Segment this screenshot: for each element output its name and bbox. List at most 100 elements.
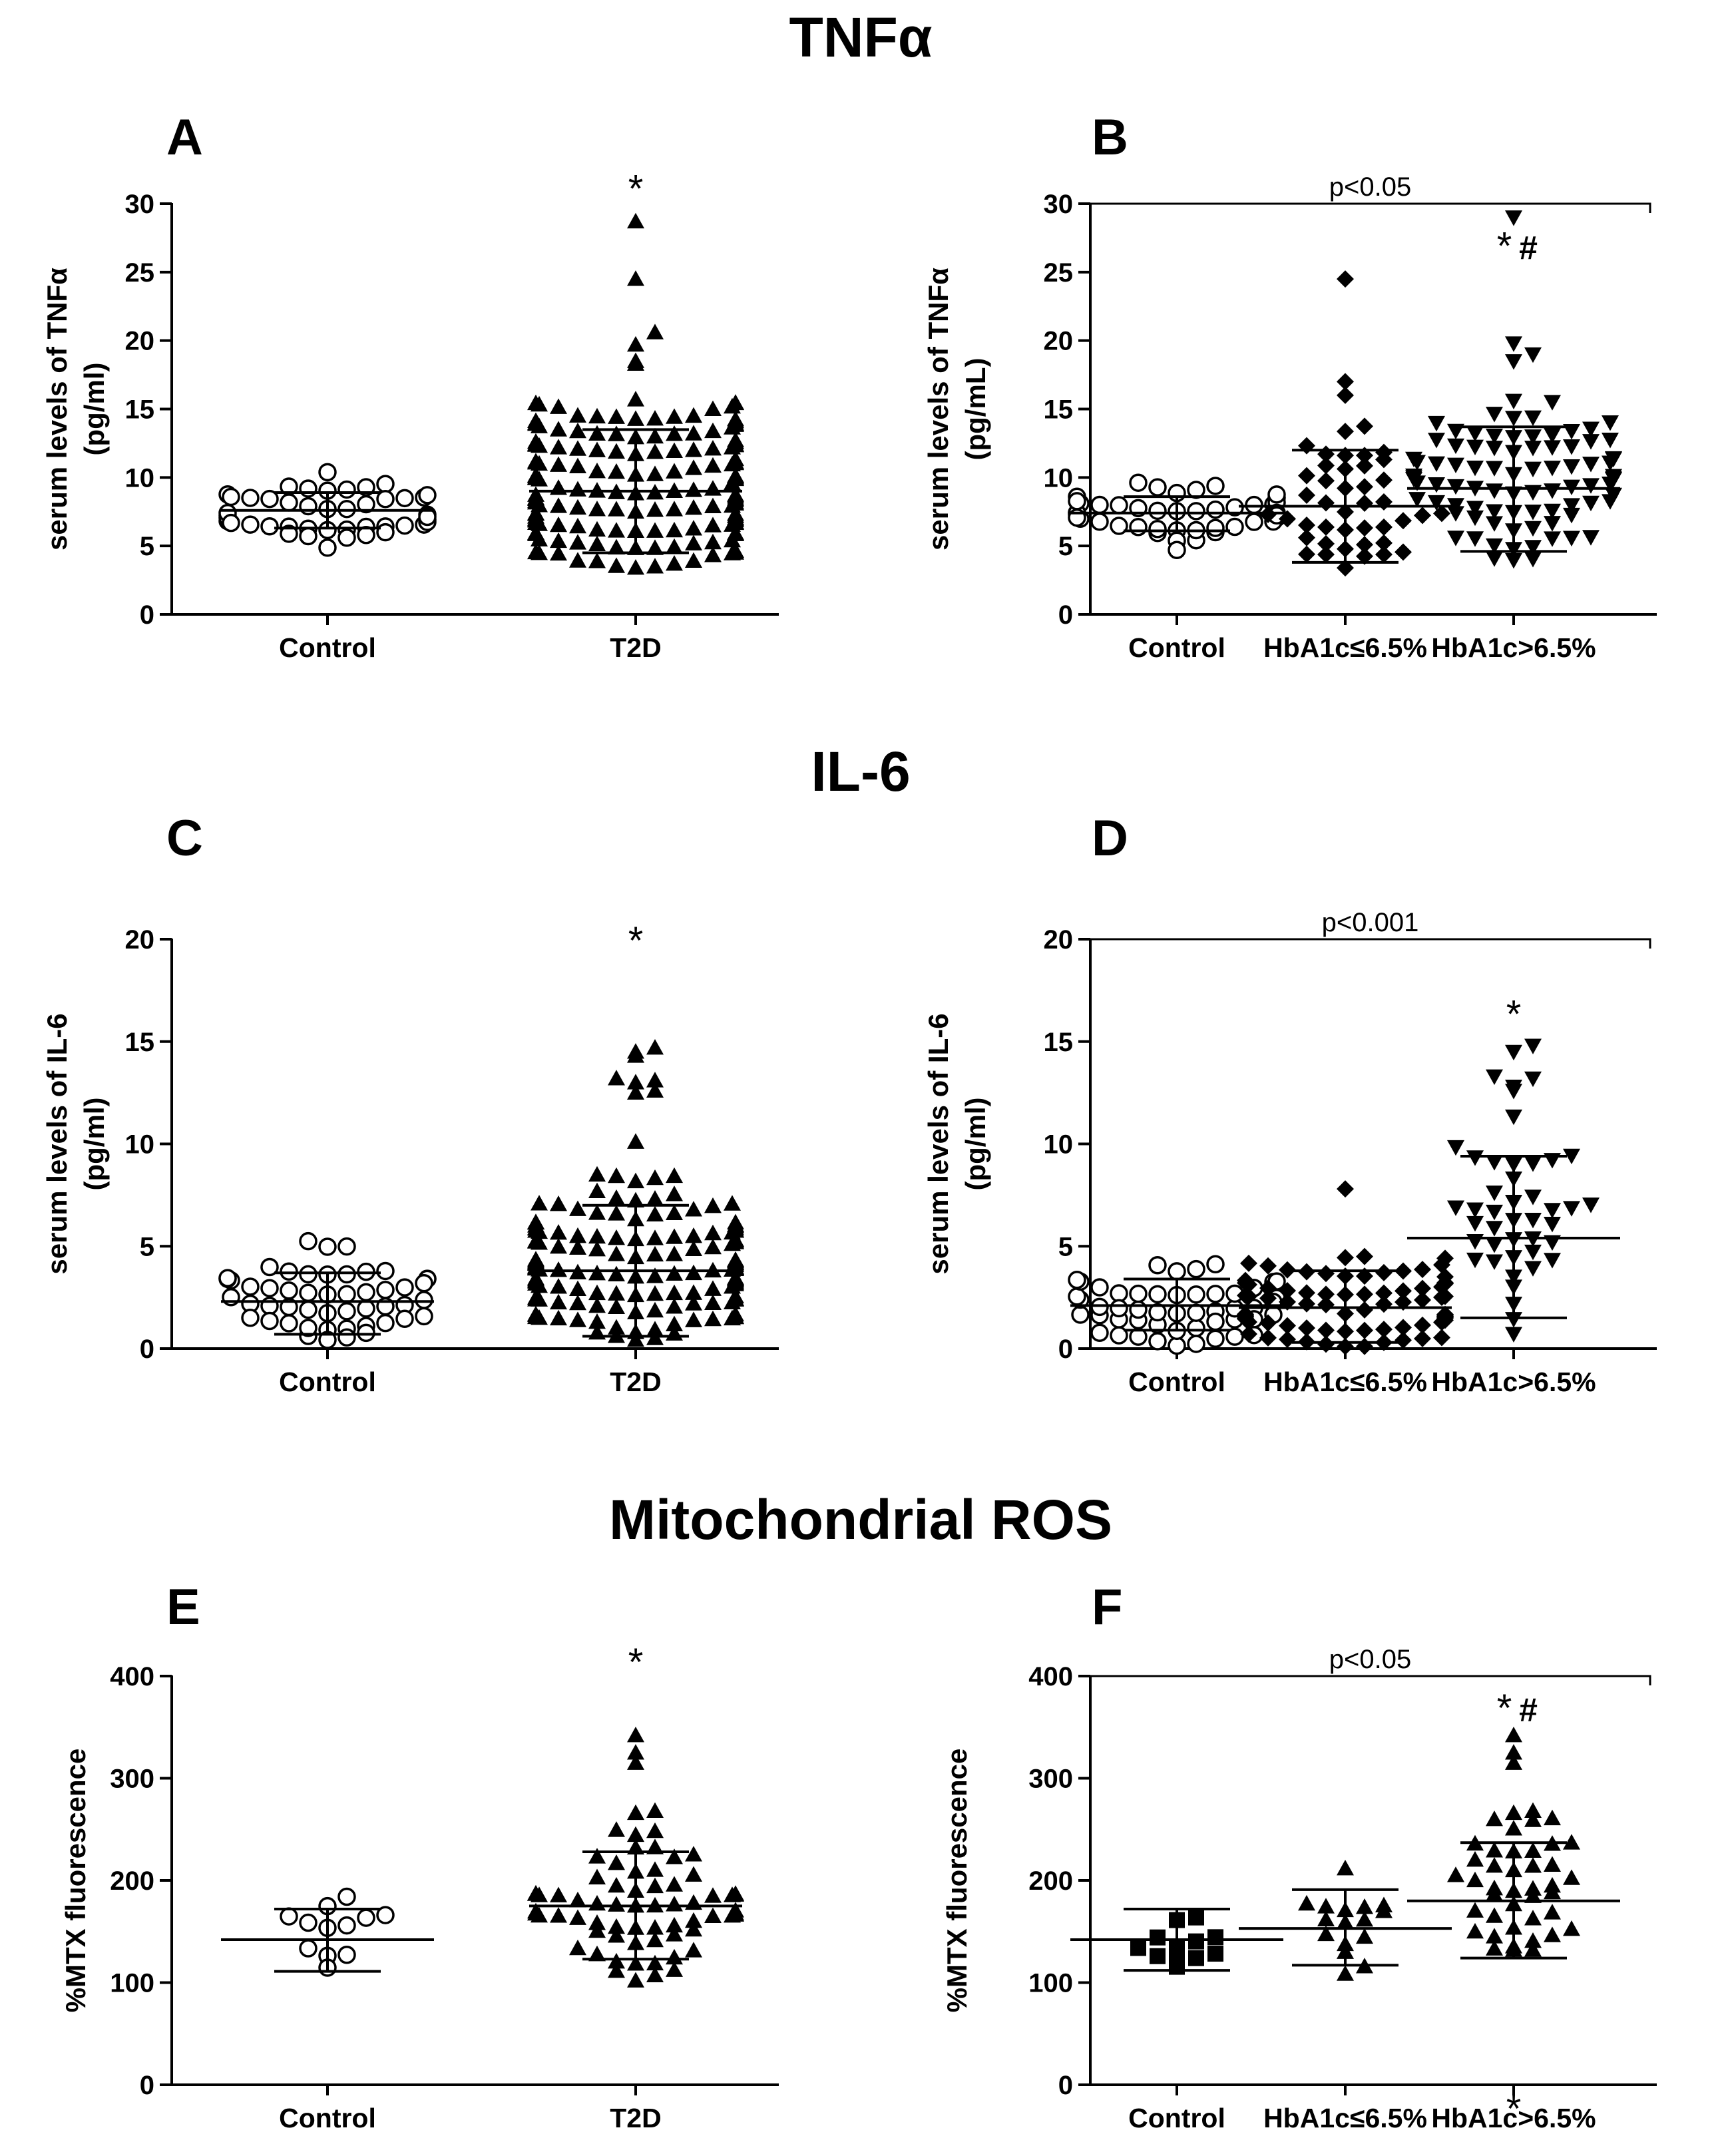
data-point xyxy=(1259,1314,1277,1332)
data-point xyxy=(1129,1327,1148,1346)
data-point xyxy=(646,1877,664,1894)
data-point xyxy=(1486,1940,1503,1956)
data-point xyxy=(527,1291,544,1307)
data-point xyxy=(1317,1321,1335,1339)
data-point xyxy=(1356,519,1373,537)
data-point xyxy=(280,1314,298,1333)
data-point xyxy=(1279,1261,1296,1279)
data-point xyxy=(1267,485,1286,504)
data-point xyxy=(531,1195,548,1211)
data-point xyxy=(1148,478,1167,497)
significance-bracket xyxy=(1089,1675,1651,1685)
data-point xyxy=(1544,1203,1561,1219)
data-point xyxy=(1524,1932,1542,1948)
data-point xyxy=(1524,410,1542,427)
data-point xyxy=(1206,1285,1225,1303)
data-point xyxy=(1505,1084,1522,1100)
x-tick-label: HbA1c≤6.5% xyxy=(1263,1367,1427,1397)
significance-star: * xyxy=(628,167,644,210)
data-point xyxy=(1240,1254,1257,1272)
data-point xyxy=(1279,1281,1296,1299)
data-point xyxy=(666,1916,683,1933)
data-point xyxy=(1524,1244,1542,1261)
data-point xyxy=(588,1922,606,1938)
data-point xyxy=(627,1804,644,1821)
data-point xyxy=(666,1948,683,1965)
data-point xyxy=(299,497,318,516)
data-point xyxy=(337,1285,356,1303)
data-point xyxy=(1356,1321,1373,1339)
data-point xyxy=(1447,498,1464,514)
data-point xyxy=(1068,1271,1086,1289)
data-point xyxy=(1544,395,1561,411)
x-tick-label: HbA1c>6.5% xyxy=(1431,632,1596,663)
data-point xyxy=(704,1887,722,1903)
data-point xyxy=(1337,1249,1354,1267)
data-point xyxy=(608,539,625,554)
data-point xyxy=(1428,495,1445,511)
series-control xyxy=(1068,1255,1286,1355)
y-tick-label: 0 xyxy=(1058,600,1073,630)
data-point xyxy=(337,1887,356,1906)
data-point xyxy=(357,1299,375,1318)
data-point xyxy=(418,507,437,527)
data-point xyxy=(318,538,337,557)
data-point xyxy=(1524,1038,1542,1054)
data-point xyxy=(415,1273,433,1293)
data-point xyxy=(588,1166,606,1182)
data-point xyxy=(608,1229,625,1245)
y-tick-label: 20 xyxy=(125,925,155,955)
y-tick-label: 15 xyxy=(125,395,155,425)
data-point xyxy=(727,433,744,449)
data-point xyxy=(1298,437,1315,455)
data-point xyxy=(1337,270,1354,288)
data-point xyxy=(666,1265,683,1281)
data-point xyxy=(1279,510,1296,528)
data-point xyxy=(527,1269,544,1285)
data-point xyxy=(627,410,644,426)
data-point xyxy=(627,1727,644,1743)
data-point xyxy=(1188,1950,1204,1966)
y-axis-label: serum levels of IL-6 xyxy=(923,1013,954,1274)
data-point xyxy=(685,425,702,441)
y-tick-label: 25 xyxy=(125,258,155,288)
data-point xyxy=(1317,1285,1335,1303)
data-point xyxy=(1486,1254,1503,1270)
data-point xyxy=(646,1245,664,1262)
data-point xyxy=(1447,479,1464,495)
y-tick-label: 400 xyxy=(1028,1662,1073,1691)
data-point xyxy=(337,1328,356,1347)
data-point xyxy=(318,1237,337,1256)
data-point xyxy=(1071,1305,1090,1324)
data-point xyxy=(1505,1327,1522,1343)
data-point xyxy=(1187,1303,1205,1322)
data-point xyxy=(337,1302,356,1321)
data-point xyxy=(727,1271,744,1287)
data-point xyxy=(1486,1221,1503,1237)
data-point xyxy=(1524,1811,1542,1827)
data-point xyxy=(531,417,548,433)
data-point xyxy=(1544,483,1561,499)
data-point xyxy=(1524,521,1542,537)
data-point xyxy=(1375,518,1393,536)
data-point xyxy=(569,1239,586,1255)
x-tick-label: Control xyxy=(1128,1367,1225,1397)
series-control xyxy=(1070,1907,1283,1975)
significance-bracket xyxy=(1089,938,1651,949)
data-point xyxy=(1447,457,1464,473)
y-tick-label: 25 xyxy=(1044,258,1074,288)
data-point xyxy=(1259,1279,1277,1297)
data-point xyxy=(1486,1842,1503,1858)
data-point xyxy=(685,1201,702,1217)
data-point xyxy=(1563,459,1580,475)
data-point xyxy=(1356,457,1373,475)
data-point xyxy=(1090,513,1109,531)
y-tick-label: 30 xyxy=(1044,190,1074,219)
data-point xyxy=(1524,1802,1542,1819)
panel-letter: E xyxy=(166,1579,200,1635)
data-point xyxy=(646,323,664,339)
data-point xyxy=(724,455,741,472)
significance-star: * xyxy=(1497,225,1512,268)
